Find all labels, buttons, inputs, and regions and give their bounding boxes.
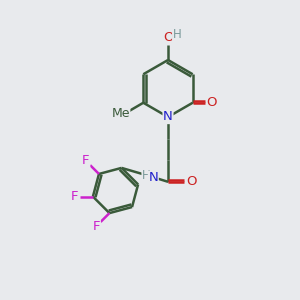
Text: H: H — [172, 28, 182, 41]
Text: N: N — [163, 110, 173, 124]
Text: F: F — [82, 154, 90, 167]
Text: O: O — [163, 31, 173, 44]
Text: F: F — [93, 220, 100, 232]
Text: O: O — [207, 96, 217, 109]
Text: F: F — [70, 190, 78, 203]
Text: Me: Me — [111, 107, 130, 120]
Text: H: H — [142, 169, 151, 182]
Text: N: N — [148, 171, 158, 184]
Text: O: O — [187, 175, 197, 188]
